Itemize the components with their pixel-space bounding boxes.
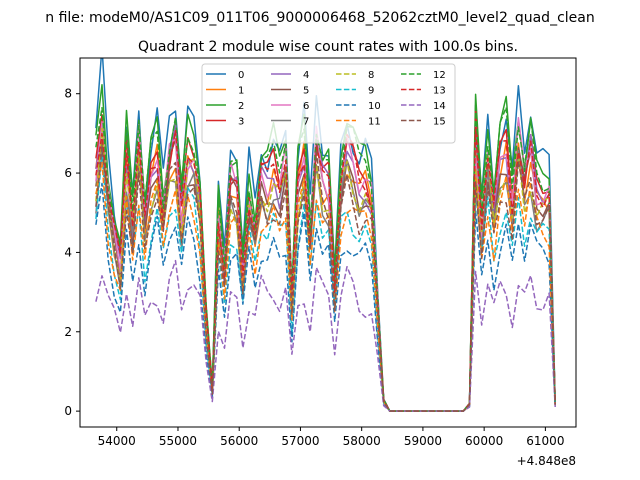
legend-label-2: 2 [238, 101, 244, 112]
series-line-11 [95, 161, 556, 412]
legend-label-4: 4 [303, 70, 309, 81]
y-tick-label: 0 [64, 404, 72, 418]
series-line-15 [95, 146, 556, 412]
plot-frame [79, 57, 577, 428]
legend-box [201, 63, 456, 144]
legend-label-6: 6 [303, 101, 309, 112]
x-tick-label: 59000 [404, 434, 442, 448]
x-tick-label: 60000 [465, 434, 503, 448]
x-axis-offset-label: +4.848e8 [517, 454, 576, 468]
y-tick-label: 8 [64, 87, 72, 101]
legend-label-14: 14 [433, 101, 446, 112]
x-axis: 54000 55000 56000 57000 58000 59000 60000 61000 [98, 427, 564, 448]
series-line-12 [95, 106, 556, 412]
legend-label-10: 10 [368, 101, 381, 112]
x-tick-label: 56000 [220, 434, 258, 448]
x-tick-label: 57000 [281, 434, 319, 448]
x-tick-label: 54000 [98, 434, 136, 448]
legend-label-1: 1 [238, 86, 244, 97]
legend-label-3: 3 [238, 117, 244, 128]
figure-suptitle: n file: modeM0/AS1C09_011T06_9000006468_… [45, 10, 594, 26]
legend-label-11: 11 [368, 117, 381, 128]
legend-label-9: 9 [368, 86, 374, 97]
legend-label-0: 0 [238, 70, 244, 81]
y-tick-label: 6 [64, 166, 72, 180]
series-line-14 [95, 259, 556, 412]
legend-label-13: 13 [433, 86, 446, 97]
legend-label-12: 12 [433, 70, 446, 81]
legend-label-15: 15 [433, 117, 446, 128]
legend-label-8: 8 [368, 70, 374, 81]
y-tick-label: 4 [64, 245, 72, 259]
series-line-8 [95, 127, 556, 412]
series-line-10 [95, 182, 556, 412]
series-layer [95, 58, 556, 412]
x-tick-label: 58000 [343, 434, 381, 448]
legend-label-5: 5 [303, 86, 309, 97]
chart-title: Quadrant 2 module wise count rates with … [138, 39, 518, 55]
y-tick-label: 2 [64, 325, 72, 339]
x-tick-label: 55000 [159, 434, 197, 448]
x-tick-label: 61000 [526, 434, 564, 448]
legend-label-7: 7 [303, 117, 309, 128]
y-axis: 0 2 4 6 8 [64, 87, 80, 418]
